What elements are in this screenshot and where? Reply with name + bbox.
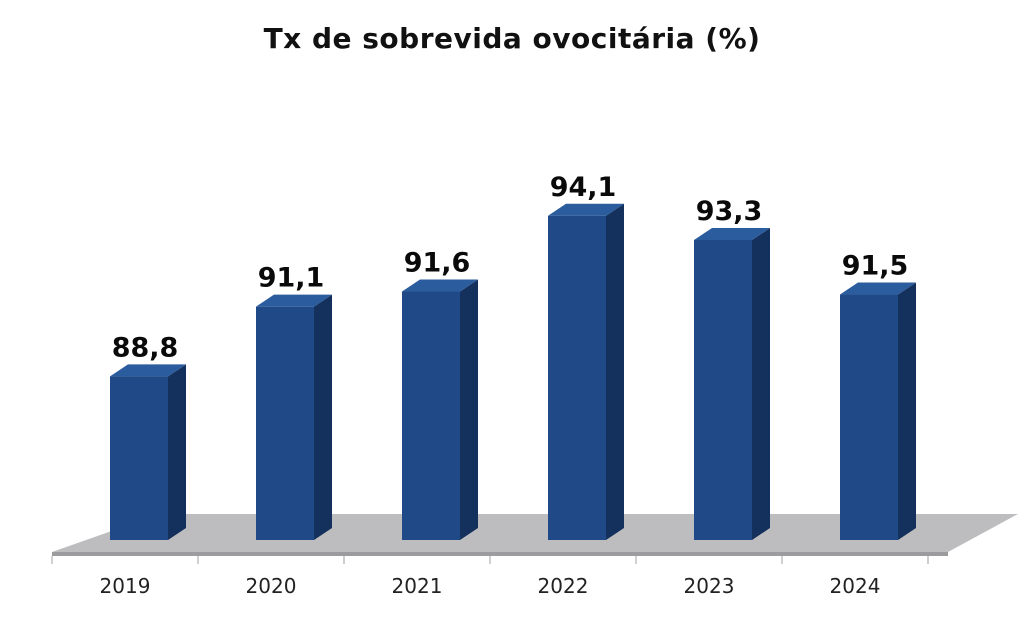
data-label-2022: 94,1 [550,172,617,203]
bar-top-face [840,282,916,295]
bar-2021 [402,279,478,540]
data-label-2024: 91,5 [842,251,909,282]
bar-top-face [694,228,770,240]
bar-2024 [840,282,916,540]
bar-front-face [694,240,752,540]
data-label-2019: 88,8 [112,332,179,363]
value-labels: 88,8 91,1 91,6 94,1 93,3 91,5 [112,172,909,364]
bar-2022 [548,203,624,540]
bar-front-face [110,376,168,540]
bar-top-face [110,364,186,377]
bar-2023 [694,228,770,540]
bar-top-face [256,294,332,307]
x-tick-label-2024: 2024 [830,574,881,598]
bar-front-face [402,291,460,540]
x-tick-label-2019: 2019 [100,574,151,598]
bar-top-face [548,203,624,216]
floor-edge [52,552,948,556]
data-label-2020: 91,1 [258,263,325,294]
bar-side-face [752,228,770,540]
data-label-2023: 93,3 [696,196,763,227]
x-tick-label-2020: 2020 [246,574,297,598]
bar-2020 [256,294,332,540]
bar-front-face [256,306,314,540]
bar-side-face [168,364,186,540]
bar-2019 [110,364,186,540]
bar-side-face [314,294,332,540]
chart-title: Tx de sobrevida ovocitária (%) [263,22,761,55]
x-tick-label-2021: 2021 [392,574,443,598]
x-axis: 2019 2020 2021 2022 2023 2024 [51,556,929,598]
bar-series [110,203,916,540]
bar-side-face [898,282,916,540]
x-tick-label-2022: 2022 [538,574,589,598]
bar-side-face [460,279,478,540]
x-tick-label-2023: 2023 [684,574,735,598]
data-label-2021: 91,6 [404,248,471,279]
bar-front-face [548,215,606,540]
bar-top-face [402,279,478,292]
bar-side-face [606,203,624,540]
bar-front-face [840,294,898,540]
